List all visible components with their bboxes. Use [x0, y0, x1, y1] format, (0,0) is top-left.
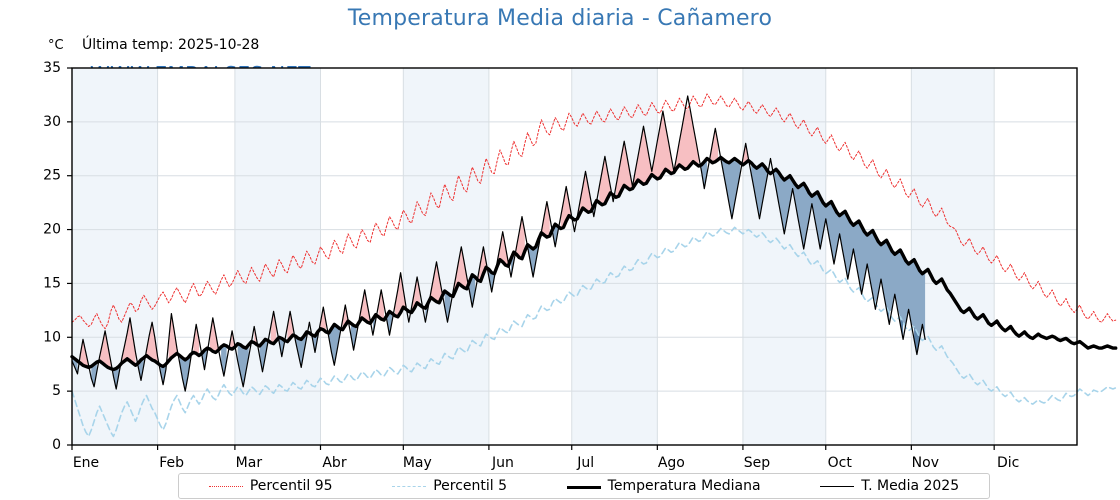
axes-frame	[71, 67, 1078, 446]
fill-below-median	[237, 343, 249, 387]
fill-above-median	[709, 128, 719, 163]
x-tick-label: Feb	[159, 455, 184, 471]
y-tick-label: 10	[43, 329, 61, 345]
fill-below-median	[751, 162, 768, 219]
legend-line-swatch	[392, 480, 427, 492]
month-band	[72, 68, 158, 445]
month-band	[403, 68, 489, 445]
fill-above-median	[99, 330, 111, 369]
legend-item[interactable]: Percentil 5	[390, 478, 509, 494]
y-tick-label: 35	[43, 60, 61, 76]
fill-above-median	[541, 201, 550, 238]
chart-legend: Percentil 95 Percentil 5 Temperatura Media…	[178, 473, 990, 499]
fill-above-median	[320, 307, 326, 332]
y-tick-label: 30	[43, 114, 61, 130]
legend-label: Percentil 95	[249, 478, 333, 494]
y-tick-label: 5	[52, 383, 61, 399]
x-tick-label: Sep	[744, 455, 771, 471]
x-tick-label: Oct	[828, 455, 853, 471]
month-band	[657, 68, 743, 445]
y-tick-label: 25	[43, 168, 61, 184]
month-band	[234, 68, 321, 445]
fill-above-median	[615, 108, 699, 198]
month-band	[994, 68, 1077, 445]
fill-below-median	[386, 311, 393, 336]
series-percentil-5	[71, 226, 1117, 438]
fill-above-median	[516, 216, 525, 259]
legend-item[interactable]: Temperatura Mediana	[565, 478, 763, 494]
fill-below-median	[113, 366, 119, 389]
fill-above-median	[342, 305, 349, 330]
month-band	[157, 68, 235, 445]
legend-label: Temperatura Mediana	[607, 478, 761, 494]
chart-title: Temperatura Media diaria - Cañamero	[347, 6, 773, 31]
series-temperatura-mediana	[70, 155, 1118, 372]
fill-below-median	[259, 339, 268, 372]
y-tick-label: 15	[43, 275, 61, 291]
fill-above-median	[477, 246, 487, 282]
fill-below-median	[773, 169, 926, 339]
x-tick-label: Ago	[658, 455, 685, 471]
fill-above-median	[430, 261, 442, 303]
x-tick-label: Ene	[73, 455, 99, 471]
last-temp-label: Última temp: 2025-10-28	[82, 37, 260, 53]
fill-below-median	[720, 157, 741, 219]
fill-below-median	[179, 354, 191, 392]
fill-below-median	[488, 269, 495, 292]
x-tick-label: Dic	[997, 455, 1019, 471]
fill-above-median	[599, 156, 611, 205]
legend-line-swatch	[820, 480, 855, 492]
x-tick-label: Mar	[236, 455, 263, 471]
fill-below-median	[328, 324, 340, 366]
fill-below-p5	[914, 326, 920, 355]
y-tick-label: 20	[43, 222, 61, 238]
fill-above-median	[121, 317, 136, 366]
legend-line-swatch	[566, 480, 601, 492]
x-tick-label: Abr	[322, 455, 346, 471]
fill-above-median	[411, 277, 420, 313]
fill-below-median	[295, 331, 307, 368]
fill-above-median	[560, 186, 572, 229]
x-tick-label: Nov	[912, 455, 939, 471]
legend-label: T. Media 2025	[861, 478, 960, 494]
x-tick-label: May	[403, 455, 432, 471]
fill-below-median	[160, 364, 166, 385]
fill-below-median	[279, 337, 285, 357]
legend-line-swatch	[208, 480, 243, 492]
fill-above-median	[359, 289, 371, 324]
fill-above-median	[80, 339, 89, 368]
fill-above-median	[229, 330, 235, 350]
month-band	[571, 68, 658, 445]
fill-above-median	[146, 322, 158, 364]
month-band	[320, 68, 404, 445]
fill-below-median	[350, 323, 357, 351]
y-axis-unit-label: °C	[48, 38, 64, 53]
x-tick-label: Jun	[491, 455, 514, 471]
legend-label: Percentil 5	[433, 478, 508, 494]
x-tick-label: Jul	[576, 455, 594, 471]
month-band	[911, 68, 995, 445]
legend-item[interactable]: T. Media 2025	[818, 478, 961, 494]
y-tick-label: 0	[52, 437, 61, 453]
month-band	[742, 68, 826, 445]
fill-above-median	[210, 317, 219, 353]
series-percentil-95	[71, 93, 1117, 330]
series-t-media-2025	[71, 95, 926, 392]
fill-above-median	[742, 143, 749, 165]
fill-above-median	[497, 231, 509, 267]
legend-item[interactable]: Percentil 95	[207, 478, 335, 494]
